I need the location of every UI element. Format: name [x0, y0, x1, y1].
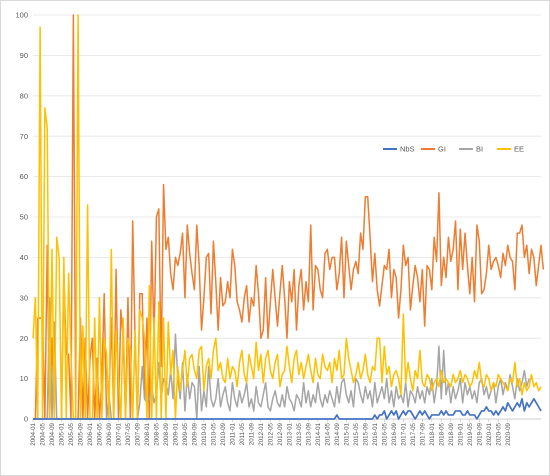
- y-tick-label: 70: [20, 132, 28, 141]
- legend: NbS GI BI EE: [383, 145, 524, 154]
- x-tick-label: 2010-01: [201, 422, 208, 445]
- x-tick-label: 2009-09: [191, 422, 198, 445]
- y-tick-label: 50: [20, 213, 28, 222]
- y-tick-label: 100: [15, 11, 28, 20]
- x-tick-label: 2020-01: [486, 422, 493, 445]
- x-tick-label: 2008-01: [144, 422, 151, 445]
- series-lines: [32, 14, 545, 420]
- x-tick-label: 2019-01: [457, 422, 464, 445]
- x-tick-label: 2013-05: [296, 422, 303, 445]
- legend-label-gi: GI: [438, 145, 446, 154]
- x-tick-label: 2012-01: [258, 422, 265, 445]
- x-tick-label: 2005-05: [68, 422, 75, 445]
- x-tick-label: 2006-09: [106, 422, 113, 445]
- x-tick-label: 2012-05: [267, 422, 274, 445]
- x-tick-label: 2011-05: [239, 422, 246, 445]
- x-tick-label: 2013-01: [286, 422, 293, 445]
- y-tick-label: 30: [20, 293, 28, 302]
- y-tick-label: 20: [20, 334, 28, 343]
- x-tick-label: 2014-05: [324, 422, 331, 445]
- x-tick-label: 2017-09: [419, 422, 426, 445]
- series-line-nbs: [33, 397, 542, 420]
- x-tick-label: 2008-05: [153, 422, 160, 445]
- x-tick-label: 2020-09: [505, 422, 512, 445]
- x-tick-label: 2020-05: [495, 422, 502, 445]
- x-tick-label: 2011-09: [248, 422, 255, 445]
- legend-label-ee: EE: [514, 145, 524, 154]
- x-tick-label: 2009-01: [172, 422, 179, 445]
- legend-label-bi: BI: [476, 145, 483, 154]
- x-tick-label: 2016-05: [381, 422, 388, 445]
- x-tick-label: 2005-01: [58, 422, 65, 445]
- series-line-ee: [32, 14, 542, 420]
- x-tick-label: 2007-05: [125, 422, 132, 445]
- x-tick-label: 2012-09: [277, 422, 284, 445]
- y-tick-label: 0: [24, 415, 28, 424]
- series-line-gi: [33, 14, 545, 420]
- x-tick-label: 2006-01: [87, 422, 94, 445]
- x-tick-label: 2015-09: [362, 422, 369, 445]
- x-tick-label: 2008-09: [163, 422, 170, 445]
- x-tick-label: 2004-01: [30, 422, 37, 445]
- x-tick-label: 2009-05: [182, 422, 189, 445]
- x-tick-label: 2010-05: [210, 422, 217, 445]
- x-tick-label: 2005-09: [77, 422, 84, 445]
- y-tick-label: 90: [20, 51, 28, 60]
- x-tick-label: 2015-01: [343, 422, 350, 445]
- x-tick-label: 2017-01: [400, 422, 407, 445]
- x-tick-label: 2018-05: [438, 422, 445, 445]
- x-tick-label: 2019-05: [467, 422, 474, 445]
- x-tick-label: 2019-09: [476, 422, 483, 445]
- x-tick-label: 2018-09: [448, 422, 455, 445]
- x-tick-label: 2018-01: [429, 422, 436, 445]
- x-tick-label: 2014-09: [334, 422, 341, 445]
- x-tick-label: 2006-05: [96, 422, 103, 445]
- x-tick-label: 2017-05: [410, 422, 417, 445]
- y-tick-label: 40: [20, 253, 28, 262]
- x-tick-label: 2016-01: [372, 422, 379, 445]
- x-tick-label: 2007-01: [115, 422, 122, 445]
- x-axis-ticks: 2004-01 2004-05 2004-09 2005-01 2005-05 2005-…: [30, 419, 512, 446]
- y-tick-label: 10: [20, 374, 28, 383]
- x-tick-label: 2011-01: [229, 422, 236, 445]
- y-tick-label: 60: [20, 172, 28, 181]
- y-tick-label: 80: [20, 91, 28, 100]
- x-tick-label: 2016-09: [391, 422, 398, 445]
- x-tick-label: 2007-09: [134, 422, 141, 445]
- x-tick-label: 2014-01: [315, 422, 322, 445]
- x-tick-label: 2004-05: [39, 422, 46, 445]
- legend-label-nbs: NbS: [400, 145, 415, 154]
- x-tick-label: 2013-09: [305, 422, 312, 445]
- y-axis-ticks: 0 10 20 30 40 50 60 70 80 90 100: [15, 11, 28, 424]
- x-tick-label: 2015-05: [353, 422, 360, 445]
- x-tick-label: 2010-09: [220, 422, 227, 445]
- x-tick-label: 2004-09: [49, 422, 56, 445]
